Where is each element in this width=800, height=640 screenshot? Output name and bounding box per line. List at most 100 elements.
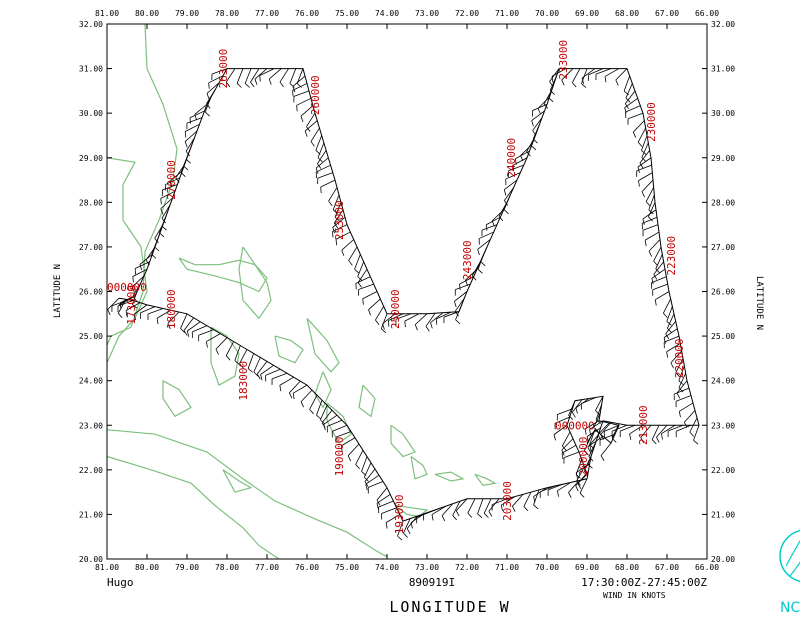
y-tick-label-left: 32.00 — [79, 20, 103, 29]
time-label: 233000 — [557, 40, 570, 80]
wind-barb-staff — [505, 172, 521, 180]
wind-barb-staff — [653, 246, 662, 262]
logo-circle — [779, 529, 800, 583]
wind-barb-staff — [636, 164, 652, 172]
wind-barb-flag — [268, 78, 272, 85]
wind-barb-staff — [512, 157, 528, 166]
wind-barb-flag — [689, 431, 695, 437]
wind-barb-staff — [579, 478, 588, 494]
time-label: 223000 — [665, 236, 678, 276]
wind-barb-staff — [161, 204, 171, 219]
wind-barb-flag — [660, 433, 663, 440]
wind-barb-staff — [589, 420, 604, 430]
time-label: 193000 — [393, 495, 406, 535]
wind-barb-staff — [454, 291, 468, 302]
wind-barb-staff — [491, 209, 504, 222]
wind-barb-flag — [279, 385, 282, 392]
wind-barb-staff — [678, 373, 687, 388]
wind-barb-flag — [425, 326, 430, 332]
wind-barb-flag — [576, 480, 581, 486]
wind-barb-flag — [531, 145, 537, 151]
time-label: 000000 — [107, 281, 147, 294]
wind-barb-flag — [488, 510, 493, 517]
wind-barb-flag — [480, 261, 486, 267]
wind-barb-flag — [357, 282, 362, 288]
wind-barb-flag — [317, 163, 322, 169]
wind-barb-staff — [588, 68, 604, 76]
wind-barb-flag — [645, 201, 651, 207]
wind-barb-staff — [244, 68, 252, 84]
wind-barb-staff — [185, 137, 195, 152]
wind-barb-staff — [211, 68, 228, 75]
wind-barb-staff — [625, 90, 636, 104]
wind-barb-flag — [581, 77, 585, 84]
wind-barb-staff — [604, 68, 620, 77]
time-label: 220000 — [673, 339, 686, 379]
wind-barb-flag — [654, 299, 657, 306]
x-tick-label-top: 70.00 — [535, 9, 559, 18]
wind-barb-flag — [310, 141, 315, 147]
wind-barb-staff — [404, 313, 420, 322]
storm-name: Hugo — [107, 576, 134, 589]
wind-barb-flag — [414, 324, 418, 331]
y-tick-label-left: 27.00 — [79, 243, 103, 252]
wind-barb-staff — [651, 425, 660, 440]
y-tick-label-right: 31.00 — [711, 65, 735, 74]
wind-barb-staff — [132, 268, 148, 277]
wind-barb-staff — [397, 520, 404, 537]
wind-barb-staff — [154, 224, 164, 239]
y-tick-label-left: 21.00 — [79, 510, 103, 519]
wind-barb-staff — [300, 105, 314, 117]
wind-barb-staff — [512, 494, 524, 507]
time-label: 213000 — [637, 405, 650, 445]
wind-barb-flag — [467, 512, 473, 518]
wind-barb-staff — [600, 422, 612, 435]
wind-barb-flag — [666, 321, 672, 326]
wind-barb-staff — [317, 172, 333, 179]
time-label: 230000 — [645, 102, 658, 142]
wind-barb-flag — [167, 323, 171, 330]
wind-barb-flag — [642, 218, 645, 225]
wind-barb-staff — [467, 498, 476, 514]
wind-barb-staff — [347, 443, 360, 456]
time-label: 190000 — [333, 437, 346, 477]
wind-barb-flag — [641, 150, 647, 155]
wind-barb-staff — [317, 142, 325, 158]
wind-barb-flag — [161, 225, 167, 231]
wind-barb-staff — [354, 254, 361, 270]
wind-barb-staff — [206, 82, 220, 94]
wind-barb-staff — [642, 224, 659, 231]
wind-barb-flag — [663, 312, 668, 318]
wind-barb-flag — [441, 515, 446, 522]
wind-barb-staff — [431, 505, 446, 515]
coastline — [238, 246, 272, 320]
wind-barb-flag — [575, 485, 579, 492]
coastline — [210, 326, 240, 386]
wind-barb-staff — [666, 306, 673, 322]
wind-barb-staff — [363, 462, 372, 478]
time-label: 180000 — [165, 289, 178, 329]
wind-barb-staff — [265, 368, 281, 376]
wind-barb-staff — [362, 291, 378, 300]
wind-barb-staff — [554, 416, 570, 424]
wind-barb-staff — [134, 261, 150, 269]
wind-barb-staff — [670, 350, 682, 364]
wind-barb-flag — [587, 464, 593, 469]
wind-barb-flag — [381, 328, 387, 334]
wind-barb-staff — [320, 179, 336, 188]
wind-barb-flag — [454, 301, 457, 308]
wind-barb-flag — [260, 374, 263, 381]
wind-barb-staff — [532, 103, 548, 112]
wind-barb-staff — [629, 424, 644, 435]
wind-barb-staff — [268, 68, 282, 80]
wind-barb-flag — [663, 337, 666, 344]
coastline — [274, 335, 304, 364]
time-label: 243000 — [461, 240, 474, 280]
wind-barb-staff — [655, 291, 670, 301]
wind-barb-staff — [160, 190, 176, 199]
wind-barb-staff — [504, 179, 518, 191]
wind-barb-staff — [652, 283, 668, 291]
wind-barb-flag — [156, 318, 159, 325]
y-tick-label-right: 21.00 — [711, 510, 735, 519]
wind-barb-flag — [604, 76, 607, 83]
